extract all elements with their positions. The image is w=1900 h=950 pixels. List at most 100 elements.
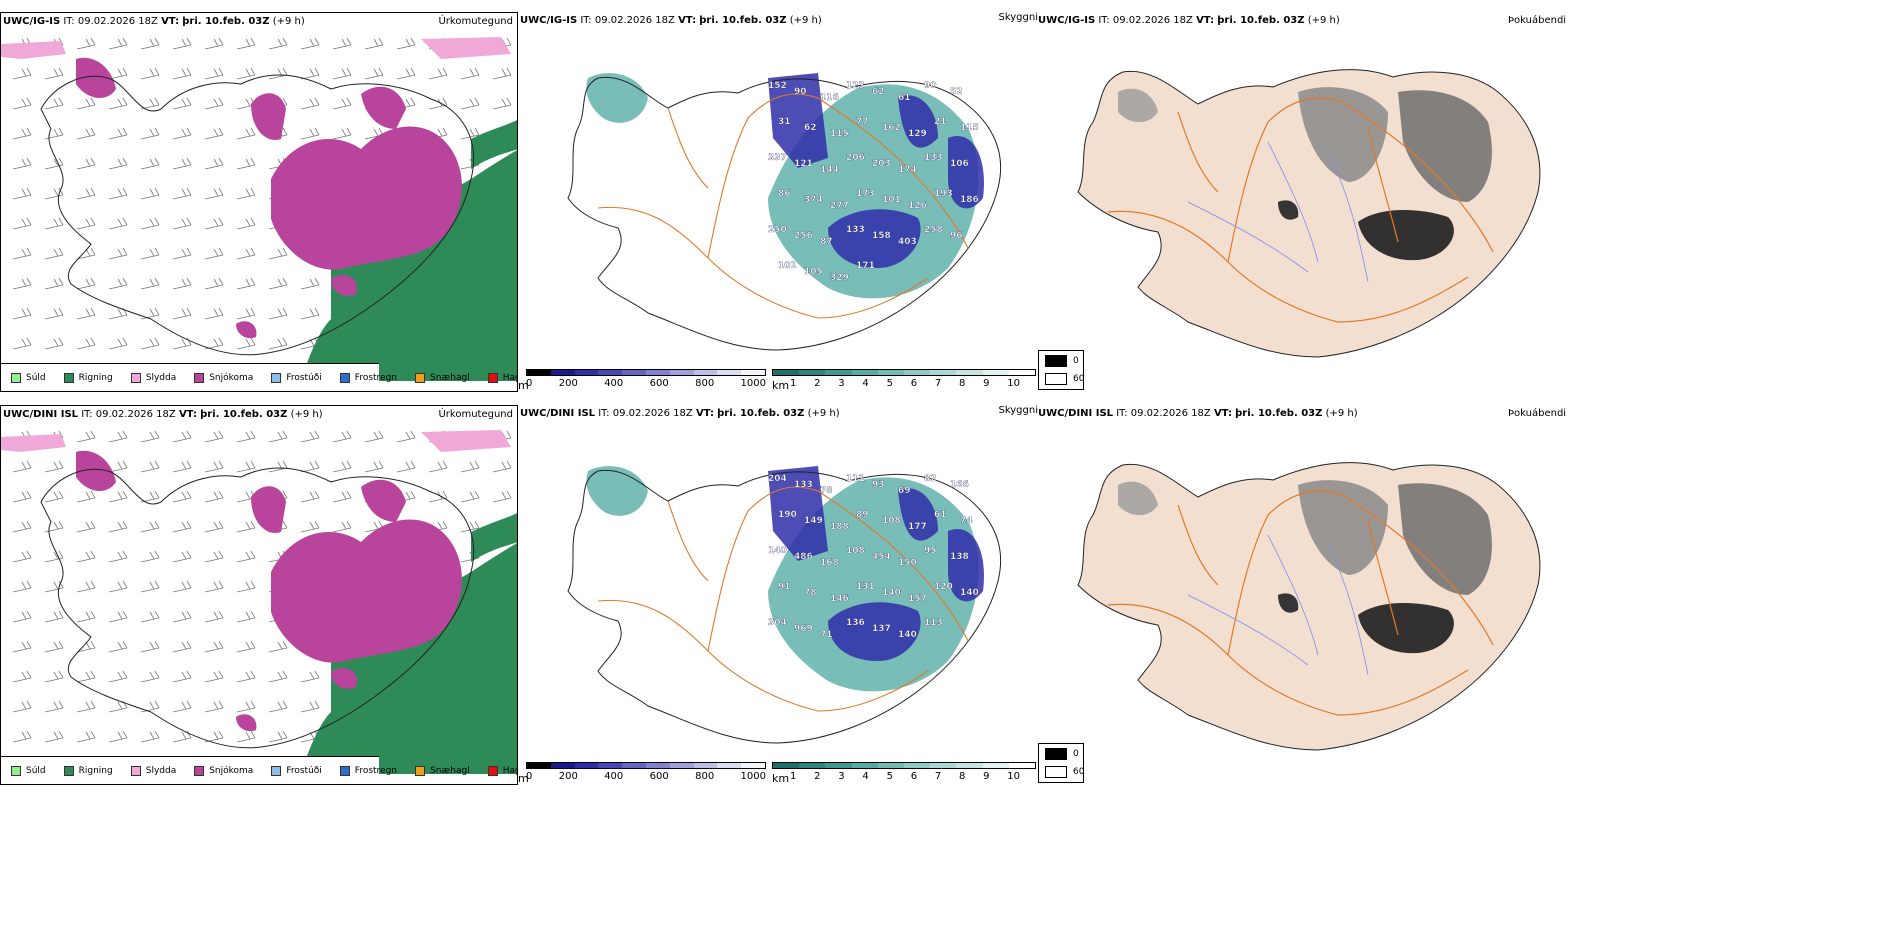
- wind-barb: [44, 550, 64, 563]
- visibility-value-label: 374: [804, 195, 823, 205]
- colorbar-segment: [956, 763, 983, 768]
- visibility-value-label: 168: [820, 558, 839, 568]
- visibility-value-label: 78: [820, 486, 833, 496]
- wind-barb: [140, 670, 160, 683]
- visibility-value-label: 123: [846, 81, 865, 91]
- wind-barb: [108, 490, 128, 503]
- wind-barb: [172, 730, 192, 743]
- forecast-row-2: UWC/DINI ISL IT: 09.02.2026 18Z VT: þri.…: [0, 405, 1900, 785]
- visibility-km-area: [586, 466, 648, 516]
- wind-barb: [172, 277, 192, 290]
- wind-barb: [108, 157, 128, 170]
- wind-barb: [12, 187, 32, 200]
- visibility-value-label: 126: [908, 201, 927, 211]
- precip-title: Úrkomutegund: [438, 16, 513, 27]
- visibility-value-label: 140: [882, 588, 901, 598]
- wind-barb: [172, 460, 192, 473]
- visibility-value-label: 31: [778, 117, 791, 127]
- wind-barb: [332, 490, 352, 503]
- visibility-value-label: 133: [794, 480, 813, 490]
- wind-barb: [300, 700, 320, 713]
- precip-legend: Súld Rigning Slydda Snjókoma Frostúði Frostre…: [1, 363, 517, 391]
- colorbar-tick-label: 0: [526, 378, 533, 389]
- wind-barb: [172, 610, 192, 623]
- colorbar-tick-label: 6: [910, 378, 918, 389]
- visibility-m-area: [828, 602, 921, 661]
- wind-barb: [204, 610, 224, 623]
- precip-legend-swatch: [271, 372, 282, 383]
- precip-legend-item: Snæhagl: [415, 765, 470, 776]
- visibility-value-label: 93: [872, 480, 885, 490]
- wind-barb: [108, 610, 128, 623]
- wind-barb: [172, 640, 192, 653]
- wind-barb: [12, 700, 32, 713]
- wind-barb: [12, 550, 32, 563]
- snow-area: [251, 486, 286, 533]
- visibility-value-label: 304: [768, 618, 787, 628]
- wind-barb: [204, 550, 224, 563]
- precip-legend-swatch: [487, 372, 498, 383]
- colorbar-segment: [598, 763, 623, 768]
- row-lead: (+9 h): [1307, 15, 1340, 26]
- wind-barb: [76, 157, 96, 170]
- visibility-value-label: 120: [934, 582, 953, 592]
- visibility-panel: UWC/DINI ISL IT: 09.02.2026 18Z VT: þri.…: [518, 405, 1038, 785]
- visibility-value-label: 77: [856, 117, 869, 127]
- wind-barb: [332, 37, 352, 50]
- row-vt_value: þri. 10.feb. 03Z: [1235, 408, 1323, 419]
- colorbar-segment: [773, 763, 800, 768]
- row-lead: (+9 h): [807, 408, 840, 419]
- wind-barb: [204, 127, 224, 140]
- visibility-value-label: 62: [804, 123, 817, 133]
- snow-area: [271, 519, 462, 663]
- river-network: [1187, 534, 1369, 676]
- colorbar-tick-label: 6: [910, 771, 918, 782]
- wind-barb: [236, 610, 256, 623]
- wind-barb: [140, 700, 160, 713]
- wind-barb: [236, 67, 256, 80]
- snow-area: [76, 450, 116, 492]
- precip-legend-label: Haglél: [502, 372, 517, 383]
- vis-colorbar-m-ticks: 0 200 400 600 800 1000: [526, 771, 766, 782]
- wind-barb: [332, 430, 352, 443]
- wind-barb: [204, 277, 224, 290]
- wind-barb: [108, 127, 128, 140]
- visibility-panel: UWC/IG-IS IT: 09.02.2026 18Z VT: þri. 10…: [518, 12, 1038, 392]
- wind-barb: [44, 277, 64, 290]
- visibility-value-label: 74: [960, 516, 973, 526]
- fog-legend: 0 60: [1038, 350, 1084, 390]
- wind-barb: [460, 460, 480, 473]
- precip-legend-label: Haglél: [502, 765, 517, 776]
- colorbar-segment: [982, 370, 1009, 375]
- wind-barb: [140, 307, 160, 320]
- visibility-value-label: 116: [820, 93, 839, 103]
- wind-barb: [140, 730, 160, 743]
- visibility-value-label: 108: [846, 546, 865, 556]
- visibility-value-label: 91: [778, 582, 791, 592]
- visibility-value-label: 62: [872, 87, 885, 97]
- precip-legend-swatch: [415, 765, 426, 776]
- wind-barb: [236, 337, 256, 350]
- visibility-value-label: 190: [778, 510, 797, 520]
- row-vt_value: þri. 10.feb. 03Z: [717, 408, 805, 419]
- precip-legend-item: Snæhagl: [415, 372, 470, 383]
- visibility-m-area: [898, 488, 938, 541]
- vis-scale-m-unit: m: [518, 379, 529, 392]
- wind-barb: [172, 217, 192, 230]
- precip-title: Úrkomutegund: [438, 409, 513, 420]
- wind-barb: [300, 307, 320, 320]
- fog-title: Þokuábendi: [1508, 408, 1567, 419]
- wind-barb: [300, 127, 320, 140]
- precip-legend-swatch: [339, 372, 350, 383]
- colorbar-tick-label: 2: [814, 378, 821, 389]
- row-it_value: 09.02.2026 18Z: [594, 15, 675, 26]
- colorbar-tick-label: 400: [604, 771, 624, 782]
- wind-barb: [268, 307, 288, 320]
- wind-barb: [236, 580, 256, 593]
- visibility-m-area: [948, 136, 984, 209]
- wind-barb: [108, 580, 128, 593]
- road-network: [1107, 97, 1494, 323]
- wind-barb: [12, 337, 32, 350]
- wind-barb: [44, 217, 64, 230]
- wind-barb: [12, 610, 32, 623]
